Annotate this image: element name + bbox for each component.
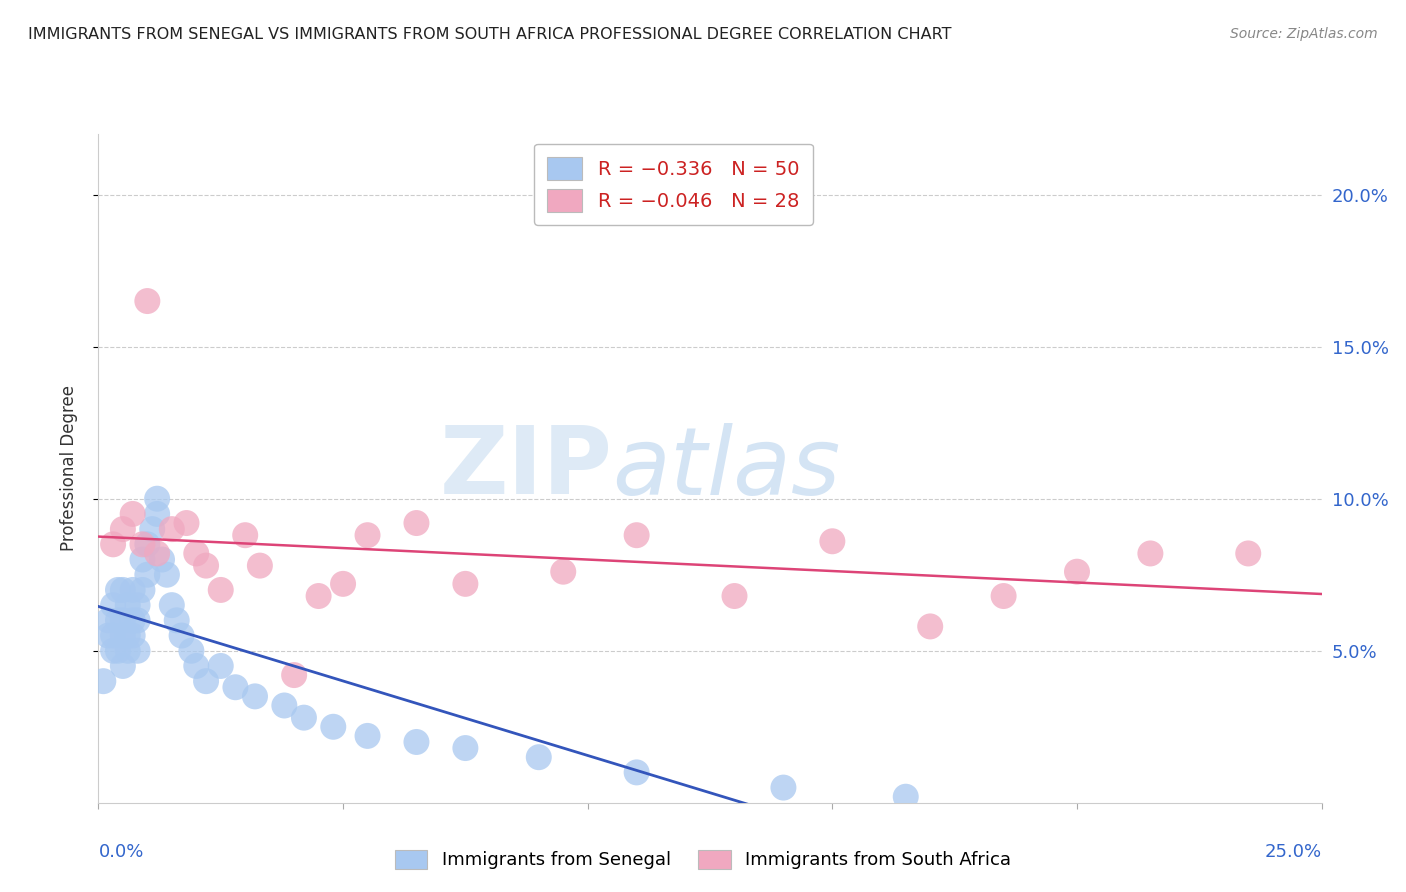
Point: [131, 552, 153, 566]
Point: [127, 613, 149, 627]
Point: [136, 537, 159, 551]
Point: [821, 534, 844, 549]
Point: [209, 659, 232, 673]
Point: [626, 528, 648, 542]
Y-axis label: Professional Degree: Professional Degree: [59, 385, 77, 551]
Point: [176, 516, 198, 530]
Point: [723, 589, 745, 603]
Point: [454, 577, 477, 591]
Point: [111, 613, 134, 627]
Point: [131, 537, 153, 551]
Point: [283, 668, 305, 682]
Point: [111, 582, 134, 597]
Point: [111, 628, 134, 642]
Text: ZIP: ZIP: [439, 422, 612, 515]
Point: [97, 613, 120, 627]
Point: [1139, 546, 1161, 560]
Point: [91, 674, 114, 689]
Point: [107, 582, 129, 597]
Text: 25.0%: 25.0%: [1264, 843, 1322, 861]
Point: [405, 735, 427, 749]
Point: [101, 598, 124, 612]
Point: [527, 750, 550, 764]
Point: [1066, 565, 1088, 579]
Point: [101, 537, 124, 551]
Point: [146, 507, 169, 521]
Point: [180, 644, 202, 658]
Point: [101, 628, 124, 642]
Legend: Immigrants from Senegal, Immigrants from South Africa: Immigrants from Senegal, Immigrants from…: [385, 841, 1021, 879]
Point: [894, 789, 917, 804]
Point: [356, 528, 378, 542]
Point: [626, 765, 648, 780]
Point: [233, 528, 256, 542]
Point: [121, 628, 143, 642]
Point: [146, 546, 169, 560]
Point: [150, 552, 173, 566]
Point: [111, 659, 134, 673]
Point: [993, 589, 1015, 603]
Point: [249, 558, 271, 573]
Point: [243, 690, 266, 704]
Point: [186, 546, 208, 560]
Point: [160, 598, 183, 612]
Point: [322, 720, 344, 734]
Point: [146, 491, 169, 506]
Point: [117, 628, 139, 642]
Point: [136, 567, 159, 582]
Point: [292, 711, 315, 725]
Text: Source: ZipAtlas.com: Source: ZipAtlas.com: [1230, 27, 1378, 41]
Point: [127, 644, 149, 658]
Point: [166, 613, 188, 627]
Point: [454, 741, 477, 756]
Point: [131, 582, 153, 597]
Legend: R = −0.336   N = 50, R = −0.046   N = 28: R = −0.336 N = 50, R = −0.046 N = 28: [534, 144, 813, 226]
Point: [920, 619, 942, 633]
Point: [136, 294, 159, 309]
Point: [273, 698, 295, 713]
Point: [107, 644, 129, 658]
Point: [141, 522, 163, 536]
Point: [107, 613, 129, 627]
Text: IMMIGRANTS FROM SENEGAL VS IMMIGRANTS FROM SOUTH AFRICA PROFESSIONAL DEGREE CORR: IMMIGRANTS FROM SENEGAL VS IMMIGRANTS FR…: [28, 27, 952, 42]
Point: [170, 628, 193, 642]
Point: [97, 628, 120, 642]
Point: [160, 522, 183, 536]
Point: [121, 582, 143, 597]
Text: atlas: atlas: [612, 423, 841, 514]
Point: [772, 780, 794, 795]
Point: [186, 659, 208, 673]
Point: [356, 729, 378, 743]
Point: [101, 644, 124, 658]
Point: [209, 582, 232, 597]
Point: [111, 522, 134, 536]
Text: 0.0%: 0.0%: [98, 843, 143, 861]
Point: [195, 558, 218, 573]
Point: [224, 680, 246, 694]
Point: [1237, 546, 1260, 560]
Point: [121, 613, 143, 627]
Point: [121, 507, 143, 521]
Point: [553, 565, 575, 579]
Point: [117, 644, 139, 658]
Point: [405, 516, 427, 530]
Point: [156, 567, 179, 582]
Point: [195, 674, 218, 689]
Point: [308, 589, 330, 603]
Point: [117, 598, 139, 612]
Point: [332, 577, 354, 591]
Point: [127, 598, 149, 612]
